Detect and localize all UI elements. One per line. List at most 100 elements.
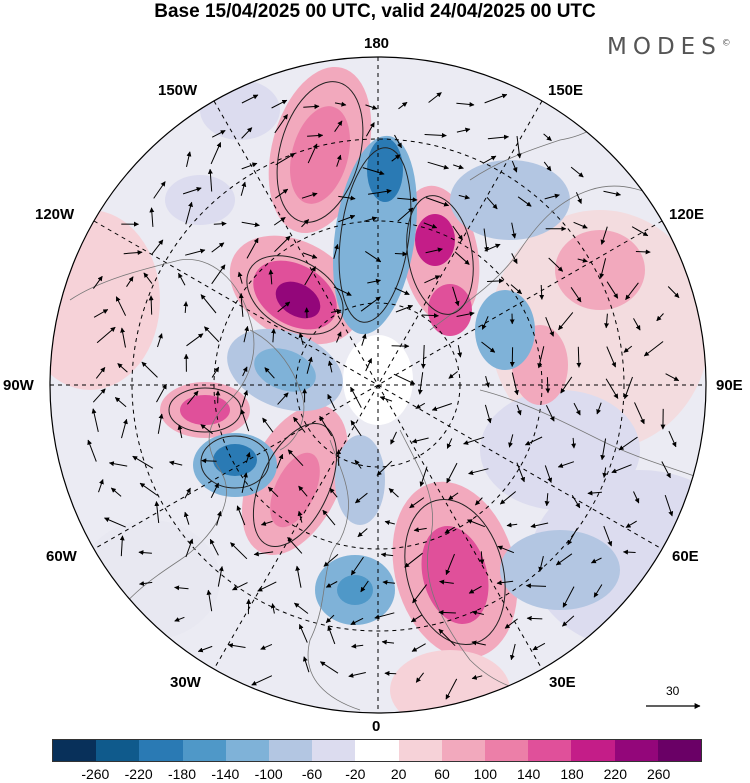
wind-vector — [511, 222, 517, 239]
wind-vector — [303, 104, 320, 110]
wind-vector — [365, 122, 375, 137]
map-border — [49, 56, 707, 714]
wind-vector — [557, 461, 575, 468]
wind-vector — [571, 494, 581, 509]
wind-vector — [668, 430, 677, 448]
wind-vector — [156, 383, 167, 403]
wind-vector — [298, 623, 308, 643]
wind-vector — [304, 266, 316, 286]
wind-vector — [424, 132, 447, 138]
lon-label-0: 0 — [372, 718, 381, 735]
wind-vector — [456, 101, 475, 107]
colorbar-swatch — [441, 740, 486, 761]
wind-vector — [397, 207, 414, 222]
wind-vector — [338, 195, 356, 201]
wind-vector — [468, 468, 489, 476]
colorbar-swatch — [182, 740, 226, 761]
wind-vector — [361, 333, 367, 346]
wind-vector — [623, 345, 633, 353]
wind-vector — [273, 216, 286, 226]
wind-vector — [338, 214, 356, 223]
wind-vector — [93, 309, 109, 318]
lon-label-30w: 30W — [170, 674, 201, 691]
wind-vector — [606, 281, 619, 299]
lon-label-90w: 90W — [3, 377, 34, 394]
wind-vector — [456, 311, 475, 317]
wind-vector — [485, 375, 490, 388]
wind-vector — [516, 136, 522, 159]
wind-vector — [471, 674, 483, 680]
wind-vector — [571, 437, 577, 449]
wind-vector — [123, 250, 143, 256]
wind-vector — [104, 517, 126, 528]
wind-vector — [323, 554, 339, 567]
colorbar-swatch — [398, 740, 442, 761]
wind-vector — [381, 639, 395, 645]
wind-vector — [108, 461, 128, 467]
colorbar-tick-label: -20 — [345, 766, 366, 782]
wind-vector — [209, 538, 219, 556]
wind-vector — [379, 396, 393, 402]
wind-vector — [497, 545, 515, 554]
wind-vector — [452, 286, 460, 307]
wind-vector — [238, 293, 244, 317]
wind-vector — [230, 542, 248, 560]
wind-vector — [570, 287, 582, 303]
wind-vector — [271, 328, 276, 343]
wind-vector — [257, 581, 277, 592]
wind-vector — [96, 326, 116, 344]
wind-vector — [307, 143, 318, 164]
wind-vector — [365, 358, 372, 372]
wind-vector — [487, 278, 504, 284]
wind-vector — [363, 216, 378, 222]
wind-vector — [177, 424, 183, 439]
wind-vector — [404, 552, 423, 568]
wind-vector — [667, 286, 680, 298]
wind-vector — [394, 134, 402, 149]
wind-vector — [301, 219, 310, 228]
wind-vector — [92, 388, 106, 403]
wind-vector — [302, 656, 310, 673]
wind-vector — [276, 453, 284, 469]
brand-text: MODES — [607, 34, 722, 60]
wind-vector — [543, 133, 552, 141]
wind-vector — [481, 341, 496, 353]
wind-vector — [570, 166, 584, 178]
wind-vector — [603, 190, 621, 197]
wind-vector — [306, 356, 313, 374]
wind-vector — [424, 275, 441, 284]
colorbar-swatch — [571, 740, 615, 761]
wind-vector — [87, 439, 97, 462]
wind-vector — [457, 345, 463, 358]
wind-vector — [151, 239, 164, 255]
wind-vector — [121, 418, 128, 439]
wind-vector — [567, 528, 578, 546]
wind-vector — [511, 372, 519, 396]
wind-vector — [295, 565, 302, 588]
wind-vector — [275, 188, 289, 199]
wind-vector — [178, 272, 186, 286]
wind-vector — [264, 367, 275, 379]
wind-vector — [243, 325, 250, 343]
wind-vectors — [87, 92, 680, 700]
wind-vector — [634, 402, 645, 425]
wind-vector — [661, 461, 671, 479]
wind-vector — [210, 142, 222, 165]
colorbar-tick-label: -220 — [124, 766, 153, 782]
wind-vector — [301, 192, 318, 199]
colorbar-swatch — [528, 740, 572, 761]
wind-vector — [452, 225, 463, 241]
wind-vector — [544, 193, 560, 200]
wind-vector — [664, 494, 674, 517]
wind-vector — [322, 509, 336, 526]
wind-vector — [154, 501, 160, 524]
wind-vector — [157, 333, 163, 348]
wind-vector — [197, 645, 213, 653]
wind-vector — [211, 242, 225, 253]
lon-label-60w: 60W — [46, 548, 77, 565]
colorbar-swatch — [269, 740, 313, 761]
wind-vector — [558, 312, 574, 331]
wind-vector — [241, 127, 253, 139]
wind-vector — [544, 465, 553, 483]
wind-vector — [483, 228, 489, 253]
